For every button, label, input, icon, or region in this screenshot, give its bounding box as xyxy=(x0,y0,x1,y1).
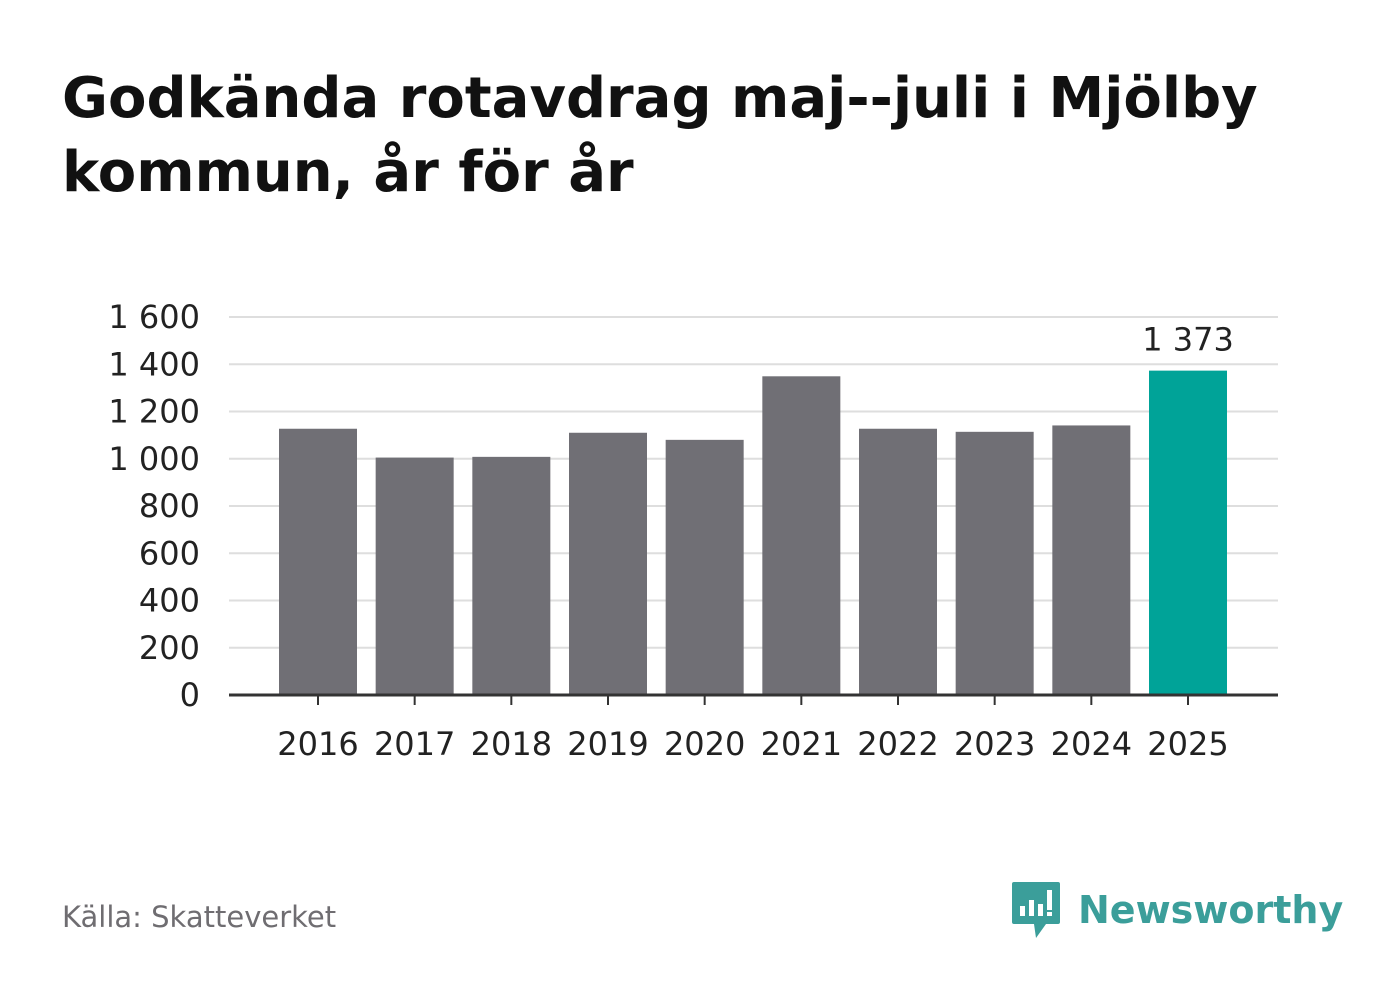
bar xyxy=(472,456,551,695)
brand: Newsworthy xyxy=(1010,880,1343,940)
y-axis-tick-labels: 0 200 400 600 800 1 000 1 200 1 400 1 600 xyxy=(108,298,200,714)
y-tick-label: 0 xyxy=(180,676,200,714)
bar xyxy=(569,432,647,695)
y-tick-label: 1 400 xyxy=(108,345,200,383)
x-tick-label: 2022 xyxy=(857,725,938,763)
x-tick-label: 2018 xyxy=(471,725,552,763)
y-tick-label: 1 200 xyxy=(108,393,200,431)
data-label: 1 373 xyxy=(1142,321,1234,359)
x-tick-label: 2023 xyxy=(954,725,1035,763)
x-tick-label: 2025 xyxy=(1147,725,1228,763)
x-tick-label: 2019 xyxy=(567,725,648,763)
bar xyxy=(859,428,937,695)
chart-title: Godkända rotavdrag maj--juli i Mjölby ko… xyxy=(62,66,1258,205)
data-labels: 1 373 xyxy=(1142,321,1234,359)
bar xyxy=(955,431,1034,695)
x-tick-label: 2020 xyxy=(664,725,745,763)
y-tick-label: 200 xyxy=(139,629,200,667)
bars xyxy=(279,370,1227,695)
y-tick-label: 1 600 xyxy=(108,298,200,336)
y-tick-label: 1 000 xyxy=(108,440,200,478)
x-tick-label: 2021 xyxy=(761,725,842,763)
brand-name: Newsworthy xyxy=(1078,888,1344,932)
bar xyxy=(1149,370,1227,695)
bar xyxy=(1052,425,1131,695)
bar xyxy=(375,457,454,695)
x-tick-label: 2017 xyxy=(374,725,455,763)
y-tick-label: 600 xyxy=(139,534,200,572)
bar xyxy=(279,428,357,695)
bar xyxy=(665,439,744,695)
x-axis-tick-labels: 2016 2017 2018 2019 2020 2021 2022 2023 2024 2025 xyxy=(277,695,1229,763)
y-tick-label: 800 xyxy=(139,487,200,525)
x-tick-label: 2024 xyxy=(1051,725,1132,763)
newsworthy-logo-icon xyxy=(1012,882,1060,938)
bar xyxy=(762,376,841,695)
y-tick-label: 400 xyxy=(139,582,200,620)
source-note: Källa: Skatteverket xyxy=(62,900,337,934)
x-tick-label: 2016 xyxy=(277,725,358,763)
